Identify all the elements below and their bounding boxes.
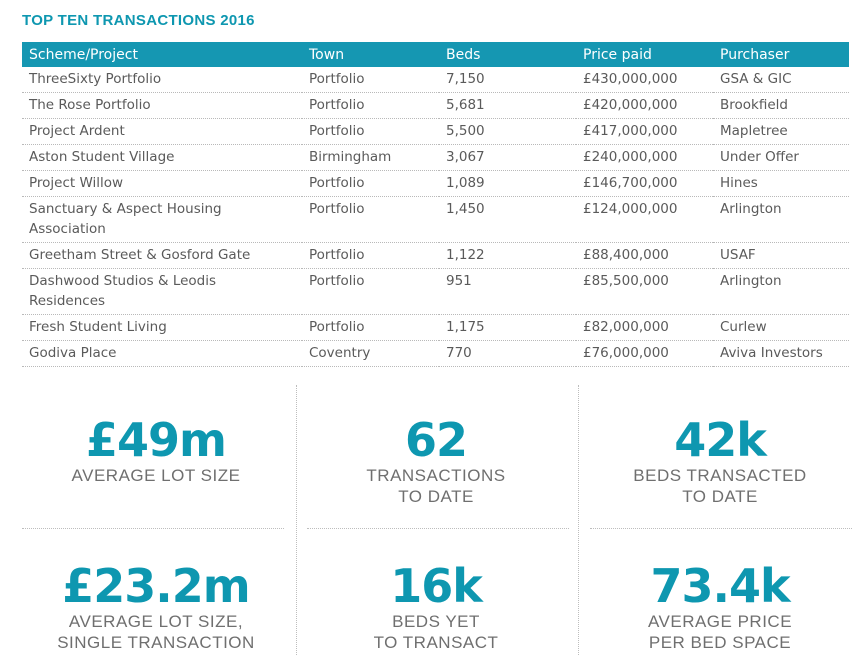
cell-scheme: Greetham Street & Gosford Gate	[22, 242, 302, 269]
divider-vertical	[578, 385, 579, 655]
cell-town: Portfolio	[302, 170, 439, 197]
cell-purchaser: Mapletree	[713, 118, 849, 145]
cell-scheme: Dashwood Studios & Leodis Residences	[22, 268, 302, 315]
cell-beds: 7,150	[439, 67, 576, 93]
table-row: Aston Student Village Birmingham 3,067 £240…	[22, 144, 849, 171]
cell-price: £82,000,000	[576, 314, 713, 341]
stat-value: £49m	[86, 413, 227, 467]
transactions-table: Scheme/Project Town Beds Price paid Purc…	[22, 42, 849, 367]
cell-price: £417,000,000	[576, 118, 713, 145]
cell-price: £146,700,000	[576, 170, 713, 197]
cell-beds: 1,122	[439, 242, 576, 269]
table-row: Project Ardent Portfolio 5,500 £417,000,000…	[22, 118, 849, 145]
stat-beds-transacted: 42k BEDS TRANSACTED TO DATE	[580, 415, 860, 507]
divider-horizontal	[307, 528, 569, 529]
column-header-town: Town	[302, 42, 439, 67]
cell-beds: 1,175	[439, 314, 576, 341]
table-row: Fresh Student Living Portfolio 1,175 £82,00…	[22, 314, 849, 341]
column-header-purchaser: Purchaser	[713, 42, 849, 67]
cell-beds: 770	[439, 340, 576, 367]
stat-label: BEDS TRANSACTED TO DATE	[633, 466, 807, 506]
cell-scheme: Sanctuary & Aspect Housing Association	[22, 196, 302, 243]
cell-scheme: Aston Student Village	[22, 144, 302, 171]
cell-beds: 5,681	[439, 92, 576, 119]
stat-average-lot-size-single: £23.2m AVERAGE LOT SIZE, SINGLE TRANSACT…	[16, 561, 296, 653]
cell-scheme: Godiva Place	[22, 340, 302, 367]
cell-town: Portfolio	[302, 268, 439, 315]
cell-price: £76,000,000	[576, 340, 713, 367]
cell-beds: 5,500	[439, 118, 576, 145]
stat-label: BEDS YET TO TRANSACT	[373, 612, 499, 652]
stat-label: AVERAGE LOT SIZE, SINGLE TRANSACTION	[57, 612, 255, 652]
stat-value: 16k	[390, 559, 483, 613]
cell-purchaser: Under Offer	[713, 144, 849, 171]
cell-purchaser: Curlew	[713, 314, 849, 341]
cell-town: Portfolio	[302, 118, 439, 145]
cell-price: £85,500,000	[576, 268, 713, 315]
cell-beds: 1,089	[439, 170, 576, 197]
stat-average-lot-size: £49m AVERAGE LOT SIZE	[16, 415, 296, 486]
table-row: The Rose Portfolio Portfolio 5,681 £420,000…	[22, 92, 849, 119]
table-row: Project Willow Portfolio 1,089 £146,700,000…	[22, 170, 849, 197]
table-row: Sanctuary & Aspect Housing Association Po…	[22, 196, 849, 243]
stat-label: TRANSACTIONS TO DATE	[366, 466, 506, 506]
stat-label: AVERAGE LOT SIZE	[71, 466, 241, 485]
column-header-price: Price paid	[576, 42, 713, 67]
table-row: Dashwood Studios & Leodis Residences Port…	[22, 268, 849, 315]
divider-horizontal	[590, 528, 852, 529]
section-title: TOP TEN TRANSACTIONS 2016	[22, 12, 255, 29]
column-header-beds: Beds	[439, 42, 576, 67]
cell-town: Birmingham	[302, 144, 439, 171]
stats-panel: £49m AVERAGE LOT SIZE 62 TRANSACTIONS TO…	[22, 385, 862, 655]
stat-value: 42k	[674, 413, 767, 467]
cell-town: Portfolio	[302, 314, 439, 341]
cell-purchaser: USAF	[713, 242, 849, 269]
cell-purchaser: Aviva Investors	[713, 340, 849, 367]
divider-horizontal	[22, 528, 284, 529]
cell-purchaser: Arlington	[713, 268, 849, 315]
cell-purchaser: Arlington	[713, 196, 849, 243]
cell-town: Portfolio	[302, 242, 439, 269]
cell-scheme: The Rose Portfolio	[22, 92, 302, 119]
cell-town: Portfolio	[302, 196, 439, 243]
cell-town: Portfolio	[302, 67, 439, 93]
cell-town: Coventry	[302, 340, 439, 367]
cell-price: £124,000,000	[576, 196, 713, 243]
cell-purchaser: Hines	[713, 170, 849, 197]
cell-scheme: Project Willow	[22, 170, 302, 197]
cell-town: Portfolio	[302, 92, 439, 119]
stat-label: AVERAGE PRICE PER BED SPACE	[647, 612, 793, 652]
cell-beds: 3,067	[439, 144, 576, 171]
stat-value: £23.2m	[62, 559, 250, 613]
stat-value: 62	[404, 413, 468, 467]
stat-average-price-per-bed: 73.4k AVERAGE PRICE PER BED SPACE	[580, 561, 860, 653]
cell-price: £240,000,000	[576, 144, 713, 171]
column-header-scheme: Scheme/Project	[22, 42, 302, 67]
table-row: ThreeSixty Portfolio Portfolio 7,150 £430,0…	[22, 67, 849, 93]
cell-beds: 1,450	[439, 196, 576, 243]
cell-purchaser: GSA & GIC	[713, 67, 849, 93]
stat-beds-yet: 16k BEDS YET TO TRANSACT	[296, 561, 576, 653]
cell-price: £420,000,000	[576, 92, 713, 119]
table-header-row: Scheme/Project Town Beds Price paid Purc…	[22, 42, 849, 67]
cell-scheme: Project Ardent	[22, 118, 302, 145]
table-row: Godiva Place Coventry 770 £76,000,000 Aviva …	[22, 340, 849, 367]
cell-price: £430,000,000	[576, 67, 713, 93]
cell-scheme: Fresh Student Living	[22, 314, 302, 341]
cell-price: £88,400,000	[576, 242, 713, 269]
table-row: Greetham Street & Gosford Gate Portfolio 1…	[22, 242, 849, 269]
stat-value: 73.4k	[650, 559, 790, 613]
cell-scheme: ThreeSixty Portfolio	[22, 67, 302, 93]
cell-purchaser: Brookfield	[713, 92, 849, 119]
cell-beds: 951	[439, 268, 576, 315]
divider-vertical	[296, 385, 297, 655]
stat-transactions: 62 TRANSACTIONS TO DATE	[296, 415, 576, 507]
